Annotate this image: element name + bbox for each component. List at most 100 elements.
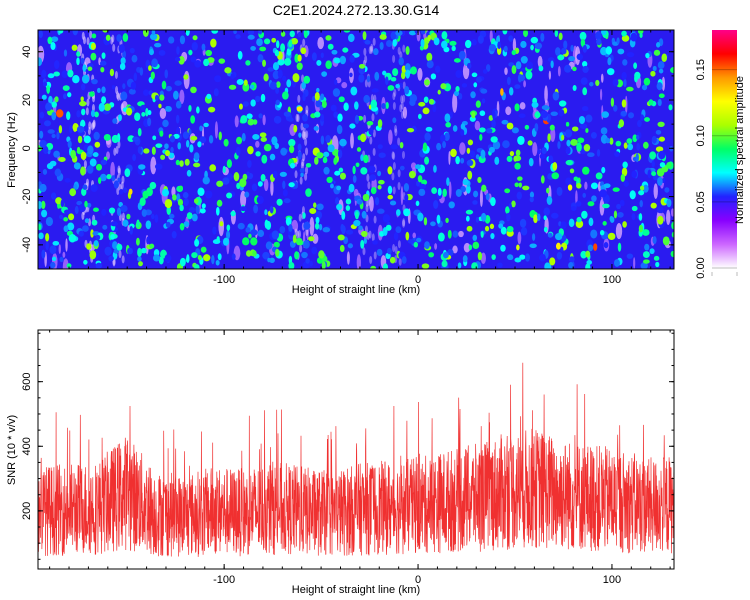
- spectrogram-cell: [393, 232, 399, 241]
- spectrogram-cell: [82, 225, 89, 232]
- spectrogram-cell: [548, 155, 554, 164]
- y-tick-label: 400: [21, 437, 33, 455]
- spectrogram-xlabel: Height of straight line (km): [292, 284, 420, 296]
- spectrogram-cell: [122, 187, 128, 193]
- spectrogram-cell: [392, 38, 397, 47]
- spectrogram-cell: [471, 39, 477, 46]
- spectrogram-cell: [638, 213, 643, 221]
- spectrogram-cell: [283, 198, 291, 204]
- spectrogram-cell: [105, 34, 111, 41]
- spectrogram-cell: [119, 62, 126, 71]
- spectrogram-cell: [666, 209, 671, 226]
- spectrogram-cell: [211, 255, 215, 265]
- spectrogram-cell: [440, 134, 446, 143]
- spectrogram-cell: [379, 34, 387, 40]
- spectrogram-cell: [116, 34, 122, 42]
- colorbar-tick-label: 0.15: [695, 59, 707, 80]
- spectrogram-cell: [106, 173, 112, 180]
- spectrogram-cell: [63, 209, 71, 215]
- spectrogram-cell: [465, 209, 474, 215]
- spectrogram-cell: [441, 31, 448, 40]
- spectrogram-cell: [101, 52, 106, 59]
- spectrogram-cell: [430, 221, 436, 227]
- spectrogram-cell: [392, 162, 396, 171]
- spectrogram-cell: [79, 203, 86, 213]
- spectrogram-cell: [320, 113, 325, 122]
- spectrogram-cell: [116, 243, 123, 251]
- spectrogram-cell: [188, 207, 196, 213]
- spectrogram-cell: [418, 102, 426, 107]
- spectrogram-panel: -100 0 100 -40 -20 0 20 40 Height of straight l…: [6, 29, 675, 296]
- spectrogram-cell: [54, 96, 59, 103]
- spectrogram-cell: [260, 136, 267, 142]
- spectrogram-cell: [289, 30, 295, 38]
- spectrogram-cell: [92, 119, 96, 128]
- spectrogram-cell: [460, 123, 466, 130]
- spectrogram-cell: [541, 105, 550, 111]
- spectrogram-cell: [349, 72, 353, 78]
- spectrogram-cell: [301, 81, 306, 90]
- spectrogram-cell: [151, 146, 156, 155]
- spectrogram-cell: [103, 103, 112, 111]
- spectrogram-cell: [302, 131, 306, 140]
- spectrogram-cell: [201, 43, 206, 51]
- spectrogram-cell: [286, 47, 292, 56]
- spectrogram-cell: [479, 189, 483, 207]
- spectrogram-cell: [302, 114, 308, 122]
- spectrogram-cell: [471, 72, 478, 78]
- spectrogram-cell: [335, 197, 340, 205]
- spectrogram-cell: [385, 76, 389, 86]
- spectrogram-cell: [77, 135, 83, 144]
- spectrogram-cell: [129, 225, 134, 235]
- spectrogram-cell: [112, 43, 116, 52]
- spectrogram-cell: [339, 244, 345, 253]
- spectrogram-cell: [235, 146, 241, 156]
- spectrogram-cell: [138, 164, 146, 170]
- spectrogram-cell: [138, 261, 143, 267]
- spectrogram-cell: [283, 111, 291, 117]
- spectrogram-cell: [638, 190, 645, 196]
- spectrogram-cell: [132, 153, 137, 162]
- spectrogram-cell: [395, 30, 403, 37]
- spectrogram-cell: [547, 133, 551, 143]
- spectrogram-cell: [653, 49, 661, 56]
- spectrogram-cell: [304, 137, 308, 146]
- spectrogram-cell: [302, 212, 306, 219]
- spectrogram-cell: [620, 174, 625, 182]
- spectrogram-cell: [308, 236, 315, 242]
- spectrogram-cell: [352, 175, 357, 183]
- spectrogram-cell: [179, 223, 185, 231]
- spectrogram-cell: [413, 241, 419, 248]
- x-tick-label: 100: [603, 574, 621, 586]
- spectrogram-cell: [274, 49, 280, 57]
- spectrogram-cell: [353, 188, 359, 198]
- colorbar-tick-label: 0.00: [695, 257, 707, 278]
- spectrogram-cell: [312, 233, 319, 244]
- spectrogram-cell: [51, 256, 57, 262]
- spectrogram-cell: [74, 205, 79, 215]
- spectrogram-cell: [247, 118, 255, 126]
- x-tick-label: -100: [213, 574, 235, 586]
- spectrogram-cell: [113, 180, 119, 189]
- spectrogram-cell: [43, 120, 51, 127]
- spectrogram-cell: [83, 259, 88, 265]
- spectrogram-cell: [426, 60, 434, 69]
- spectrogram-cell: [218, 131, 222, 141]
- spectrogram-cell: [168, 152, 175, 159]
- spectrogram-cell: [497, 262, 503, 268]
- spectrogram-cell: [372, 48, 379, 56]
- spectrogram-cell: [295, 237, 303, 246]
- spectrogram-cell: [616, 203, 622, 210]
- spectrogram-cell: [242, 82, 250, 92]
- spectrogram-cell: [132, 136, 140, 142]
- spectrogram-cell: [99, 173, 107, 182]
- spectrogram-cell: [151, 30, 156, 36]
- spectrogram-cell: [447, 229, 452, 239]
- spectrogram-cell: [631, 170, 638, 179]
- spectrogram-cell: [370, 99, 378, 109]
- spectrogram-cell: [648, 99, 654, 106]
- spectrogram-cell: [607, 57, 612, 66]
- spectrogram-cell: [149, 181, 157, 190]
- spectrogram-cell: [656, 82, 663, 91]
